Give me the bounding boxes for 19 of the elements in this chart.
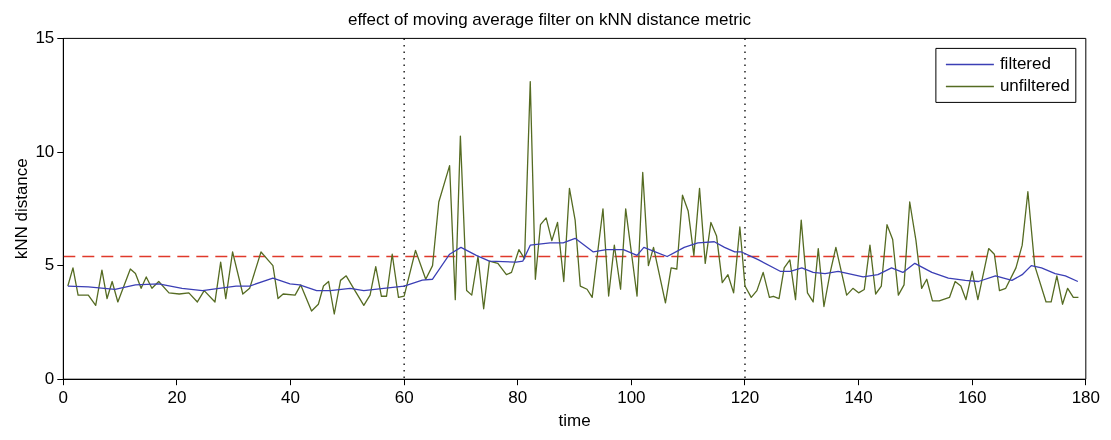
y-tick-label: 10 xyxy=(35,141,55,161)
x-tick-label: 0 xyxy=(58,388,69,408)
x-tick-label: 60 xyxy=(394,388,414,408)
x-tick-label: 20 xyxy=(167,388,187,408)
y-tick-label: 15 xyxy=(35,28,55,48)
legend-label: filtered xyxy=(999,54,1051,74)
x-tick-label: 40 xyxy=(281,388,300,408)
x-tick-label: 80 xyxy=(508,388,528,408)
x-tick-label: 160 xyxy=(958,388,987,408)
chart-title: effect of moving average filter on kNN distance metric xyxy=(347,9,752,29)
x-tick-label: 120 xyxy=(730,388,760,408)
y-tick-label: 0 xyxy=(44,368,55,388)
legend-label: unfiltered xyxy=(999,76,1070,96)
y-axis-title: kNN distance xyxy=(11,158,31,260)
x-tick-label: 140 xyxy=(844,388,873,408)
x-tick-label: 180 xyxy=(1071,388,1101,408)
x-axis-title: time xyxy=(558,411,591,431)
x-tick-label: 100 xyxy=(617,388,646,408)
y-tick-label: 5 xyxy=(44,255,55,275)
